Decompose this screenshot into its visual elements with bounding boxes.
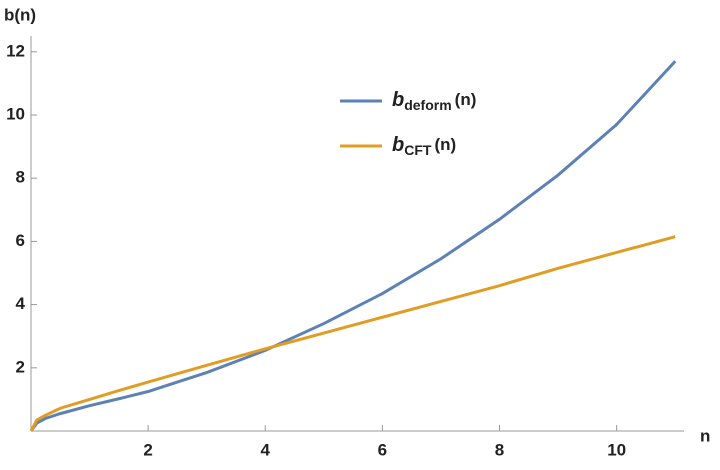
y-tick-label: 4 xyxy=(16,294,26,313)
legend-suffix: (n) xyxy=(455,90,477,109)
x-axis-label: n xyxy=(700,426,710,445)
x-tick-label: 8 xyxy=(495,440,504,459)
x-tick-label: 4 xyxy=(261,440,271,459)
x-tick-label: 10 xyxy=(607,440,626,459)
series-line xyxy=(29,60,677,432)
legend-subscript: deform xyxy=(404,97,451,113)
legend-name: b xyxy=(392,134,404,156)
legend-label: bCFT (n) xyxy=(392,134,456,157)
legend-label: bdeform (n) xyxy=(392,89,476,112)
y-tick-label: 8 xyxy=(16,168,25,187)
x-tick-label: 2 xyxy=(143,440,152,459)
y-tick-label: 12 xyxy=(6,41,25,60)
series-line xyxy=(29,235,676,432)
y-tick-label: 6 xyxy=(16,231,25,250)
y-tick-label: 10 xyxy=(6,104,25,123)
y-axis-label: b(n) xyxy=(4,5,36,24)
legend-suffix: (n) xyxy=(434,135,456,154)
x-tick-label: 6 xyxy=(378,440,387,459)
legend-subscript: CFT xyxy=(404,142,432,158)
y-tick-label: 2 xyxy=(16,357,25,376)
legend-name: b xyxy=(392,89,404,111)
